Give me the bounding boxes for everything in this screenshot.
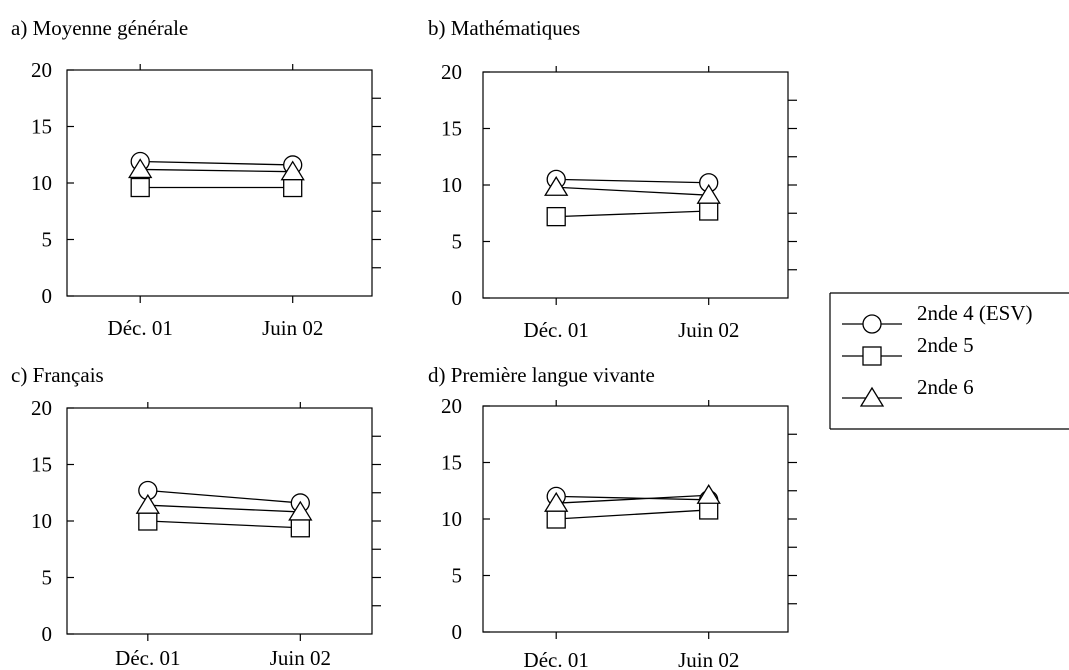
y-tick-label: 5 bbox=[452, 564, 463, 588]
legend: 2nde 4 (ESV) 2nde 5 2nde 6 bbox=[829, 292, 1069, 430]
y-tick-label: 10 bbox=[31, 509, 52, 533]
x-tick-label: Juin 02 bbox=[678, 648, 739, 670]
legend-marker-circle bbox=[862, 314, 882, 334]
series-line bbox=[556, 494, 709, 504]
y-tick-label: 15 bbox=[441, 117, 462, 141]
legend-marker-square bbox=[862, 346, 882, 366]
x-tick-label: Déc. 01 bbox=[115, 646, 180, 670]
data-point-square bbox=[130, 177, 150, 198]
y-tick-label: 0 bbox=[452, 620, 463, 644]
data-point-triangle bbox=[544, 491, 569, 512]
series-line bbox=[140, 160, 293, 166]
legend-marker-triangle bbox=[859, 386, 885, 407]
y-tick-label: 5 bbox=[452, 230, 463, 254]
x-tick-label: Déc. 01 bbox=[108, 316, 173, 340]
legend-label: 2nde 4 (ESV) bbox=[917, 301, 1032, 325]
y-tick-label: 5 bbox=[42, 566, 53, 590]
panel-title: a) Moyenne générale bbox=[11, 16, 188, 40]
panel-c: c) Français 0 5 10 15 20 Déc. 01 Juin 02 bbox=[11, 363, 381, 670]
series-line bbox=[147, 504, 301, 513]
series-line bbox=[556, 178, 709, 184]
y-tick-label: 10 bbox=[441, 507, 462, 531]
series-line bbox=[147, 489, 301, 504]
series-line bbox=[556, 210, 709, 218]
y-tick-label: 20 bbox=[441, 394, 462, 418]
y-tick-label: 15 bbox=[31, 453, 52, 477]
data-point-square bbox=[546, 509, 566, 529]
data-point-triangle bbox=[544, 176, 569, 196]
y-tick-label: 10 bbox=[441, 173, 462, 197]
data-point-triangle bbox=[135, 493, 160, 514]
y-tick-label: 5 bbox=[42, 228, 53, 252]
data-point-triangle bbox=[696, 484, 721, 504]
data-point-triangle bbox=[288, 500, 313, 521]
panel-title: d) Première langue vivante bbox=[428, 363, 655, 387]
series-line bbox=[140, 168, 293, 173]
y-tick-label: 0 bbox=[452, 286, 463, 310]
y-tick-label: 15 bbox=[31, 115, 52, 139]
plot-frame bbox=[482, 405, 789, 633]
data-point-square bbox=[546, 206, 566, 227]
series-line bbox=[556, 186, 709, 196]
panel-b: b) Mathématiques 0 5 10 15 20 Déc. 01 Juin 02 bbox=[428, 16, 797, 342]
x-tick-label: Juin 02 bbox=[270, 646, 331, 670]
data-point-square bbox=[699, 201, 719, 221]
y-tick-label: 0 bbox=[42, 622, 53, 646]
panel-a: a) Moyenne générale 0 5 10 15 20 Déc. 01 Juin 0… bbox=[11, 16, 381, 340]
y-tick-label: 20 bbox=[31, 396, 52, 420]
panel-title: b) Mathématiques bbox=[428, 16, 580, 40]
data-point-square bbox=[138, 511, 158, 531]
plot-frame bbox=[66, 407, 373, 635]
data-point-square bbox=[283, 177, 303, 198]
y-tick-label: 20 bbox=[441, 60, 462, 84]
y-tick-label: 15 bbox=[441, 451, 462, 475]
series-line bbox=[556, 495, 709, 501]
plot-frame bbox=[482, 71, 789, 299]
legend-label: 2nde 6 bbox=[917, 375, 974, 399]
series-line bbox=[147, 520, 301, 529]
data-point-square bbox=[290, 518, 310, 538]
x-tick-label: Juin 02 bbox=[262, 316, 323, 340]
y-tick-label: 0 bbox=[42, 284, 53, 308]
series-line bbox=[556, 509, 709, 520]
y-tick-label: 10 bbox=[31, 171, 52, 195]
data-point-triangle bbox=[696, 183, 721, 204]
legend-label: 2nde 5 bbox=[917, 333, 974, 357]
plot-frame bbox=[66, 69, 373, 297]
panel-d: d) Première langue vivante 0 5 10 15 20 Déc. 0… bbox=[428, 363, 797, 670]
chart-panels: a) Moyenne générale 0 5 10 15 20 Déc. 01 Juin 0… bbox=[11, 16, 797, 670]
data-point-triangle bbox=[280, 160, 305, 181]
y-tick-label: 20 bbox=[31, 58, 52, 82]
panel-title: c) Français bbox=[11, 363, 104, 387]
data-point-triangle bbox=[128, 158, 153, 179]
x-tick-label: Déc. 01 bbox=[524, 318, 589, 342]
x-tick-label: Juin 02 bbox=[678, 318, 739, 342]
x-tick-label: Déc. 01 bbox=[524, 648, 589, 670]
